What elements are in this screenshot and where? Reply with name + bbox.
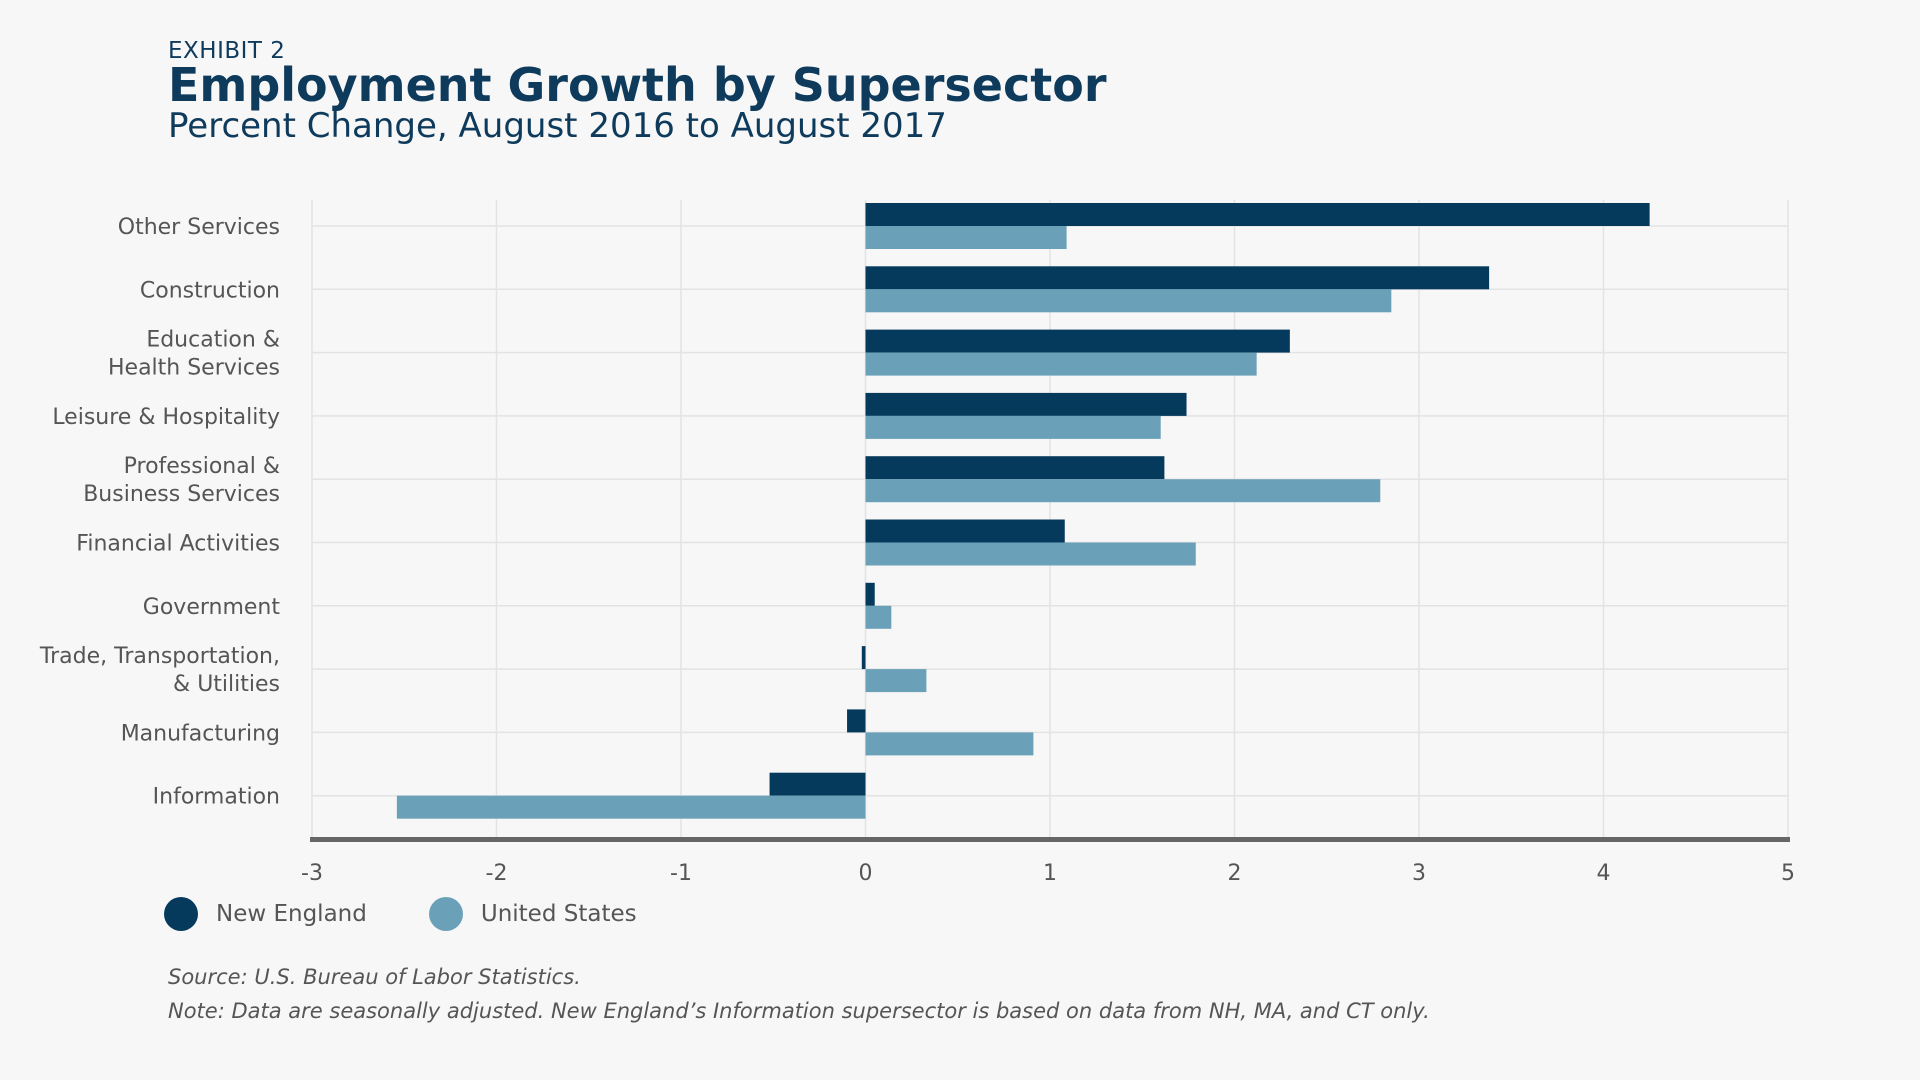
bar-layer [396, 203, 1650, 819]
bar-united-states [865, 352, 1257, 376]
data-note: Note: Data are seasonally adjusted. New … [168, 999, 1430, 1023]
category-label-line: Information [153, 785, 280, 810]
category-label-layer: Other Services Construction Education & Hea… [39, 215, 280, 810]
category-label: Professional & Business Services [83, 454, 280, 507]
category-label-line: Government [143, 595, 281, 620]
category-label: Financial Activities [76, 532, 280, 557]
x-tick-label: 0 [859, 861, 873, 886]
category-label: Information [153, 785, 280, 810]
legend-swatch-new-england [164, 897, 198, 931]
bar-new-england [861, 646, 866, 670]
bar-new-england [865, 456, 1165, 480]
legend-label-new-england: New England [216, 901, 367, 927]
category-label: Trade, Transportation, & Utilities [39, 644, 280, 697]
category-label-line: Professional & [124, 454, 280, 479]
x-axis: -3 -2 -1 0 1 2 3 4 5 [301, 837, 1795, 886]
bar-united-states [865, 415, 1161, 439]
category-label-line: Other Services [118, 215, 280, 240]
category-label-line: Health Services [108, 356, 280, 381]
legend-item-united-states: United States [428, 897, 637, 931]
exhibit-label: EXHIBIT 2 [168, 38, 286, 64]
category-label-line: & Utilities [173, 672, 280, 697]
bar-united-states [865, 669, 927, 693]
chart-title: Employment Growth by Supersector [168, 58, 1107, 112]
x-tick-label: -3 [301, 861, 323, 886]
category-label-line: Leisure & Hospitality [52, 405, 280, 430]
bar-new-england [865, 519, 1065, 543]
x-tick-label: -1 [670, 861, 692, 886]
category-label-line: Trade, Transportation, [39, 644, 280, 669]
legend: New England United States [164, 897, 699, 931]
legend-swatch-united-states [428, 897, 463, 931]
x-tick-label: -2 [486, 861, 508, 886]
category-label: Education & Health Services [108, 328, 280, 381]
category-label-line: Manufacturing [121, 721, 280, 746]
x-axis-line [310, 837, 1790, 842]
category-label-line: Construction [140, 278, 280, 303]
category-label: Government [143, 595, 281, 620]
chart-subtitle: Percent Change, August 2016 to August 20… [168, 106, 947, 146]
category-label: Leisure & Hospitality [52, 405, 280, 430]
category-label: Construction [140, 278, 280, 303]
category-label-line: Education & [146, 328, 280, 353]
bar-new-england [865, 266, 1490, 290]
bar-united-states [865, 289, 1392, 313]
bar-united-states [396, 795, 866, 819]
bar-new-england [847, 709, 866, 733]
bar-united-states [865, 479, 1381, 503]
legend-item-new-england: New England [164, 897, 367, 931]
bar-new-england [865, 203, 1650, 226]
bar-new-england [865, 582, 875, 606]
bar-united-states [865, 542, 1196, 566]
bar-new-england [865, 329, 1290, 353]
category-label-line: Business Services [83, 482, 280, 507]
category-label: Other Services [118, 215, 280, 240]
x-tick-label: 3 [1412, 861, 1426, 886]
bar-united-states [865, 226, 1067, 249]
bar-new-england [769, 772, 866, 796]
x-tick-label: 1 [1043, 861, 1057, 886]
footnotes: Source: U.S. Bureau of Labor Statistics.… [168, 960, 1430, 1028]
bar-united-states [865, 605, 892, 629]
category-label: Manufacturing [121, 721, 280, 746]
legend-label-united-states: United States [480, 901, 637, 927]
category-label-line: Financial Activities [76, 532, 280, 557]
bar-united-states [865, 732, 1034, 756]
bar-new-england [865, 392, 1187, 416]
source-note: Source: U.S. Bureau of Labor Statistics. [168, 965, 581, 989]
x-tick-label: 2 [1228, 861, 1242, 886]
x-tick-label: 4 [1597, 861, 1611, 886]
x-tick-label: 5 [1781, 861, 1795, 886]
